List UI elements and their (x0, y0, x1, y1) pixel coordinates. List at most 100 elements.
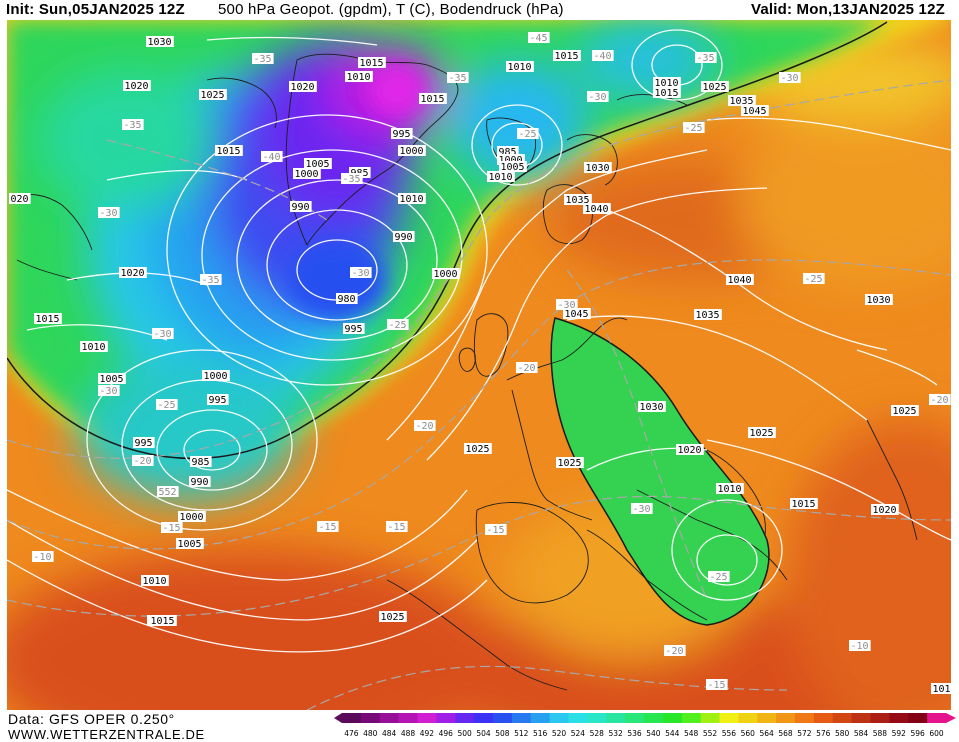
colorbar-tick-label: 564 (760, 729, 775, 738)
isobar-label: 1025 (464, 443, 492, 455)
colorbar-tick-label: 492 (420, 729, 435, 738)
isobar-label: 1015 (553, 50, 581, 62)
colorbar-swatch (379, 713, 400, 723)
isobar-label-text: 1030 (148, 37, 172, 48)
colorbar-tick-label: 600 (929, 729, 944, 738)
isobar-label-bg (189, 476, 211, 487)
isotherm-label-bg (317, 521, 339, 532)
isobar-label-bg (202, 370, 230, 381)
isobar-label-bg (398, 145, 426, 156)
isotherm-label-text: -15 (319, 522, 337, 533)
isotherm-label-bg (516, 362, 538, 373)
isobar-label-bg (207, 394, 229, 405)
isotherm-label: -15 (386, 521, 408, 533)
isotherm-label: -20 (929, 394, 951, 406)
isobar-label-text: 985 (499, 147, 517, 158)
isotherm-label-bg (631, 503, 653, 514)
colorbar-swatch (757, 713, 777, 723)
isotherm-label-bg (779, 72, 801, 83)
colorbar-swatch (342, 713, 362, 723)
isobar-label-bg (345, 71, 373, 82)
colorbar-swatch (455, 713, 475, 723)
isobar-label: 1015 (358, 57, 386, 69)
colorbar-swatch (606, 713, 626, 723)
isotherm-label: -35 (252, 53, 274, 65)
isobar-label-text: 1045 (565, 309, 589, 320)
isotherm-label-text: -30 (154, 329, 172, 340)
isotherm-label: -15 (706, 679, 728, 691)
isobar-label: 1040 (726, 274, 754, 286)
isobar-label-text: 995 (345, 324, 363, 335)
colorbar-tick-label: 488 (401, 729, 416, 738)
isobar-label-bg (379, 611, 407, 622)
isotherm-label-text: -30 (589, 92, 607, 103)
colorbar-tick-label: 536 (627, 729, 642, 738)
colorbar-tick-label: 552 (703, 729, 718, 738)
isobar-label-text: 985 (192, 457, 210, 468)
isotherm-label: -10 (32, 551, 54, 563)
isotherm-label-bg (161, 522, 183, 533)
isobar-label-bg (123, 80, 151, 91)
isobar-label: 1010 (653, 77, 681, 89)
isotherm-label: -30 (350, 267, 372, 279)
isobar-label-text: 1005 (178, 539, 202, 550)
isobar-label-text: 1015 (655, 88, 679, 99)
colorbar-swatch (398, 713, 418, 723)
isotherm-label-bg (929, 394, 951, 405)
isotherm-label-text: -35 (449, 73, 467, 84)
isobar-label-bg (653, 87, 681, 98)
isobar-label: 1020 (123, 80, 151, 92)
colorbar-min-arrow (334, 713, 342, 723)
isotherm-label: -15 (161, 522, 183, 534)
isobar-label-text: 1015 (555, 51, 579, 62)
colorbar-tick-label: 508 (495, 729, 510, 738)
colorbar-swatch (644, 713, 664, 723)
isobar-label-text: 1045 (743, 106, 767, 117)
isobar-label: 990 (290, 201, 312, 213)
colorbar-swatch (870, 713, 890, 723)
isobar-label: 995 (391, 128, 413, 140)
isobar-label-text: 1010 (347, 72, 371, 83)
isobar-label: 101 (931, 683, 951, 695)
colorbar-tick-label: 580 (835, 729, 850, 738)
isobar-label-text: 1035 (566, 195, 590, 206)
colorbar-tick-label: 476 (344, 729, 359, 738)
isotherm-label: -30 (98, 385, 120, 397)
isobar-label-text: 1025 (893, 406, 917, 417)
colorbar-tick-label: 560 (741, 729, 756, 738)
colorbar-swatch (795, 713, 815, 723)
isobar-label: 995 (133, 437, 155, 449)
isobar-label-text: 1010 (489, 172, 513, 183)
colorbar-swatch (681, 713, 702, 723)
isobar-label: 1020 (676, 444, 704, 456)
isotherm-label-text: -25 (389, 320, 407, 331)
isobar-label-text: 1030 (867, 295, 891, 306)
colorbar-swatch (587, 713, 607, 723)
isobar-label: 1030 (146, 36, 174, 48)
isobar-label-text: 1000 (295, 169, 319, 180)
isotherm-label: -20 (516, 362, 538, 374)
isobar-label-text: 1015 (217, 146, 241, 157)
isobar-label-bg (716, 483, 744, 494)
isobar-label: 1025 (891, 405, 919, 417)
isobar-label: 1010 (506, 61, 534, 73)
isotherm-label: -25 (517, 128, 539, 140)
colorbar-swatch (511, 713, 532, 723)
isobar-label-text: 1035 (730, 96, 754, 107)
isobar-label: 1025 (556, 457, 584, 469)
isotherm-label-bg (695, 52, 717, 63)
valid-time: Valid: Mon,13JAN2025 12Z (750, 1, 945, 18)
isobar-label-text: 1020 (678, 445, 702, 456)
isobar-label-text: 1020 (291, 82, 315, 93)
isotherm-label-text: -30 (100, 208, 118, 219)
isobar-label-bg (393, 231, 415, 242)
isobar-label-bg (748, 427, 776, 438)
weather-map: 1030 1020 1025 1020 1015 1010 1015 995 1000 1005 1… (7, 20, 951, 710)
isotherm-label: -25 (387, 319, 409, 331)
isotherm-label-text: -15 (708, 680, 726, 691)
colorbar-tick-label: 484 (382, 729, 397, 738)
isotherm-label-bg (32, 551, 54, 562)
isobar-label-text: 1000 (434, 269, 458, 280)
isobar-label-bg (146, 36, 174, 47)
isobar-label-bg (931, 683, 951, 694)
